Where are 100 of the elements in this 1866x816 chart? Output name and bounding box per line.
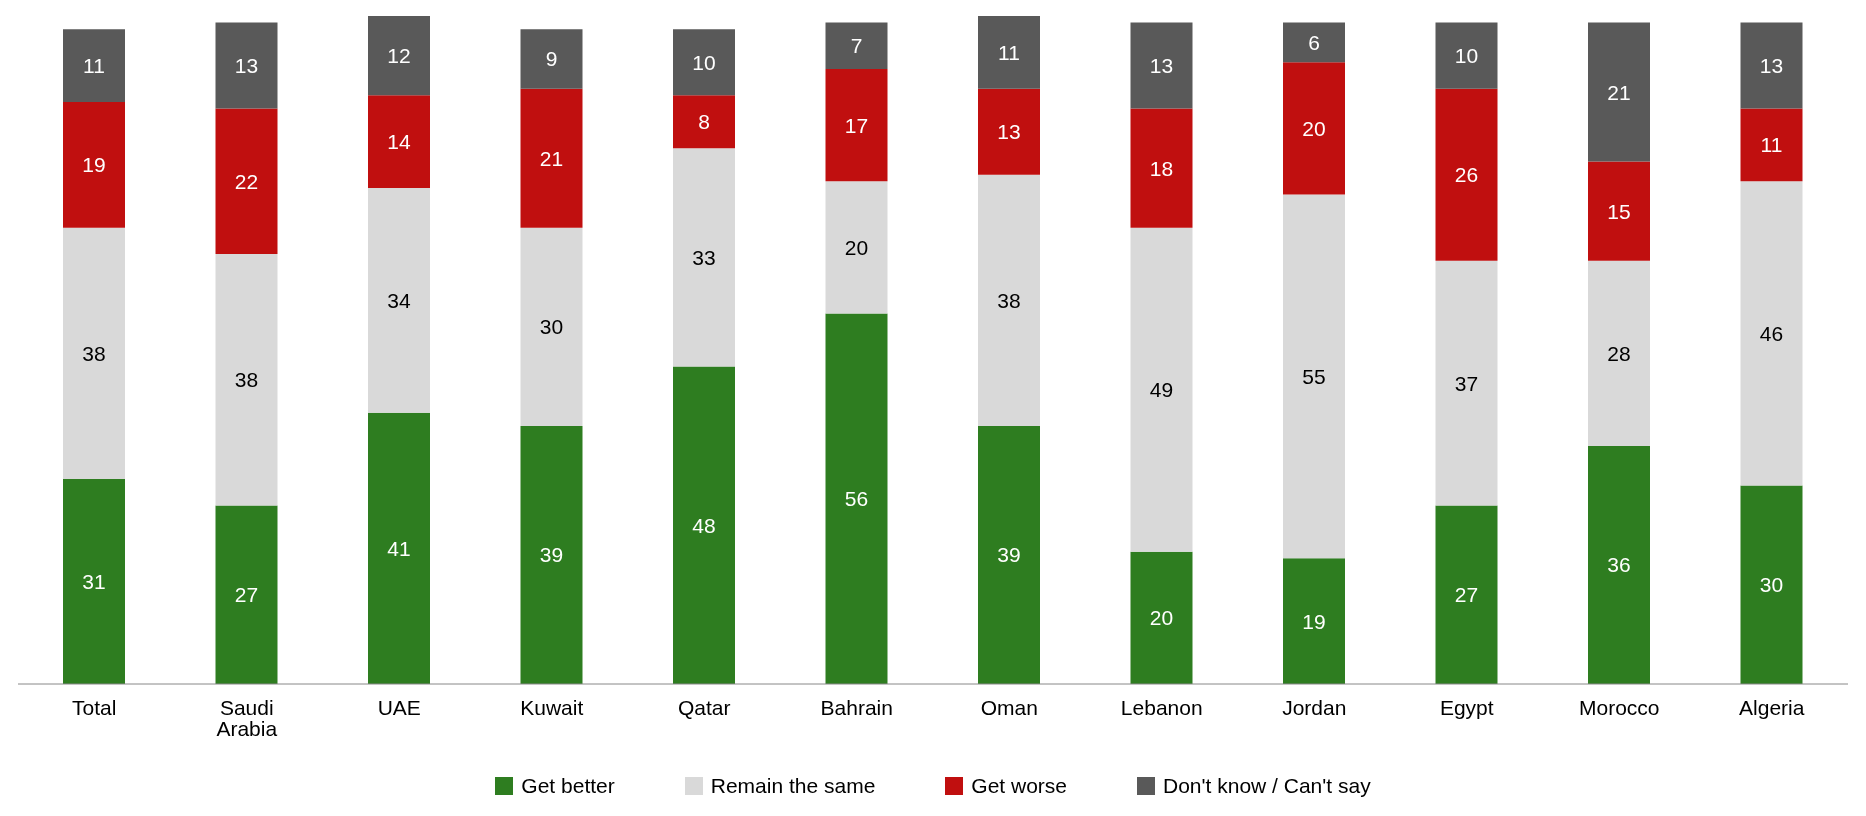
data-label: 33 bbox=[692, 245, 716, 269]
bar bbox=[1588, 161, 1650, 261]
data-label: 41 bbox=[387, 536, 411, 560]
bar bbox=[63, 29, 125, 102]
data-label: 17 bbox=[844, 113, 869, 137]
bar bbox=[1130, 551, 1193, 684]
data-label: 56 bbox=[844, 487, 869, 511]
bar bbox=[1283, 558, 1345, 684]
bar bbox=[673, 366, 735, 684]
bar bbox=[368, 187, 430, 413]
data-label: 18 bbox=[1149, 156, 1174, 180]
data-label: 13 bbox=[1759, 54, 1784, 78]
data-label: 39 bbox=[997, 543, 1021, 567]
bar bbox=[825, 181, 888, 314]
x-tick-label: Qatar bbox=[677, 695, 731, 719]
data-label: 11 bbox=[1760, 133, 1783, 157]
bar bbox=[1130, 227, 1193, 552]
data-label: 12 bbox=[387, 44, 411, 68]
data-label: 27 bbox=[1454, 583, 1479, 607]
legend-label: Get worse bbox=[970, 774, 1068, 798]
data-label: 6 bbox=[1308, 30, 1320, 54]
bar bbox=[215, 505, 278, 684]
bar bbox=[215, 254, 278, 506]
bar bbox=[1130, 108, 1193, 228]
bar bbox=[978, 426, 1040, 684]
data-label: 19 bbox=[1302, 609, 1326, 633]
data-label: 48 bbox=[692, 513, 716, 537]
bar bbox=[673, 148, 735, 367]
data-label: 13 bbox=[234, 54, 259, 78]
data-label: 20 bbox=[1149, 606, 1174, 630]
x-tick-label: UAE bbox=[377, 695, 421, 719]
bar bbox=[978, 174, 1040, 427]
legend-label: Remain the same bbox=[709, 774, 876, 798]
data-label: 11 bbox=[998, 40, 1020, 64]
bar bbox=[1588, 22, 1650, 162]
bar bbox=[825, 22, 888, 69]
data-label: 36 bbox=[1607, 553, 1631, 577]
bar bbox=[1435, 88, 1498, 261]
bar bbox=[1283, 194, 1345, 559]
bar bbox=[520, 88, 583, 228]
bar bbox=[215, 22, 278, 109]
x-tick-label: Saudi Arabia bbox=[216, 695, 278, 740]
bar bbox=[1740, 485, 1803, 684]
bar bbox=[825, 68, 888, 182]
data-label: 46 bbox=[1759, 321, 1784, 345]
bar bbox=[1588, 445, 1650, 684]
bar bbox=[520, 426, 583, 684]
data-label: 14 bbox=[387, 130, 411, 154]
data-label: 21 bbox=[539, 146, 564, 170]
bar bbox=[215, 108, 278, 255]
data-label: 13 bbox=[997, 120, 1021, 144]
bar bbox=[63, 101, 125, 228]
bar bbox=[1130, 22, 1193, 109]
x-tick-label: Morocco bbox=[1578, 695, 1660, 719]
x-tick-label: Lebanon bbox=[1120, 695, 1203, 719]
bar bbox=[63, 478, 125, 684]
data-label: 26 bbox=[1454, 163, 1479, 187]
data-label: 8 bbox=[698, 110, 710, 134]
bar bbox=[673, 29, 735, 96]
data-label: 10 bbox=[692, 50, 716, 74]
legend-label: Don't know / Can't say bbox=[1162, 774, 1371, 798]
bar bbox=[520, 29, 583, 89]
data-label: 21 bbox=[1607, 80, 1631, 104]
data-label: 20 bbox=[844, 235, 869, 259]
bar bbox=[978, 88, 1040, 175]
data-label: 22 bbox=[234, 169, 259, 193]
data-label: 15 bbox=[1607, 199, 1631, 223]
data-label: 38 bbox=[997, 288, 1021, 312]
bar bbox=[1283, 22, 1345, 63]
x-tick-label: Jordan bbox=[1282, 695, 1347, 719]
bar bbox=[1740, 22, 1803, 109]
data-label: 34 bbox=[387, 288, 411, 312]
x-tick-label: Oman bbox=[980, 695, 1038, 719]
data-label: 13 bbox=[1149, 54, 1174, 78]
bar bbox=[1435, 505, 1498, 684]
bar bbox=[368, 95, 430, 188]
bar bbox=[673, 95, 735, 149]
data-label: 9 bbox=[545, 47, 558, 71]
bar bbox=[368, 16, 430, 96]
data-label: 39 bbox=[539, 543, 564, 567]
x-tick-label: Kuwait bbox=[520, 695, 584, 719]
x-tick-label: Bahrain bbox=[820, 695, 893, 719]
data-label: 31 bbox=[82, 569, 106, 593]
data-label: 7 bbox=[850, 34, 863, 58]
x-tick-label: Egypt bbox=[1439, 695, 1494, 719]
data-label: 55 bbox=[1302, 364, 1326, 388]
data-label: 49 bbox=[1149, 378, 1174, 402]
bar bbox=[1283, 62, 1345, 195]
data-label: 11 bbox=[83, 54, 105, 78]
bar bbox=[1435, 260, 1498, 506]
bar bbox=[1740, 181, 1803, 486]
data-label: 10 bbox=[1454, 44, 1479, 68]
data-label: 38 bbox=[234, 368, 259, 392]
data-label: 20 bbox=[1302, 116, 1326, 140]
bar bbox=[1740, 108, 1803, 182]
bar bbox=[520, 227, 583, 427]
bar bbox=[368, 412, 430, 684]
data-label: 27 bbox=[234, 583, 259, 607]
data-label: 37 bbox=[1454, 371, 1479, 395]
x-tick-label: Total bbox=[72, 695, 117, 719]
